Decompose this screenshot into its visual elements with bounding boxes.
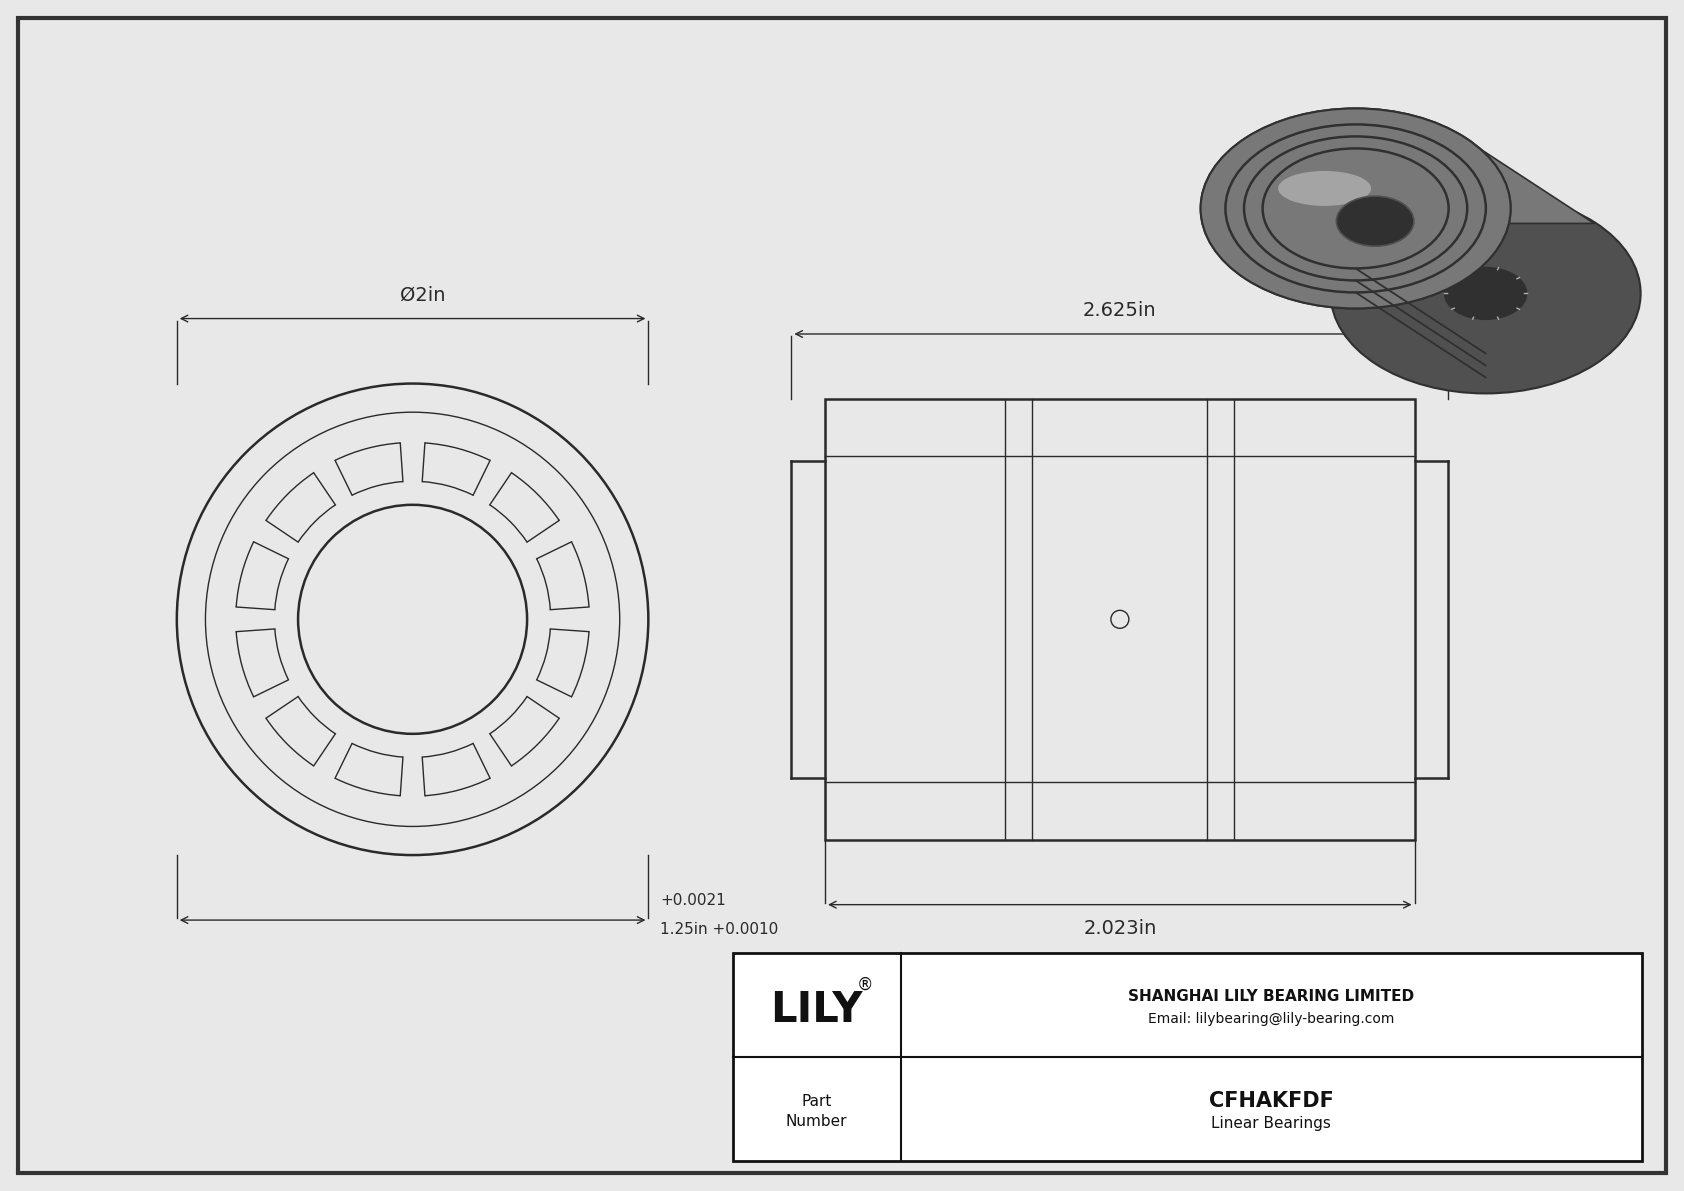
Text: 1.25in +0.0010: 1.25in +0.0010 [660, 922, 778, 937]
Bar [825, 399, 1415, 840]
Ellipse shape [1337, 197, 1415, 247]
Text: 2.023in: 2.023in [1083, 918, 1157, 937]
Ellipse shape [1201, 108, 1511, 308]
Text: Linear Bearings: Linear Bearings [1211, 1116, 1332, 1130]
Text: 2.625in: 2.625in [1083, 301, 1157, 320]
Text: +0.0021: +0.0021 [660, 893, 726, 908]
Text: SHANGHAI LILY BEARING LIMITED: SHANGHAI LILY BEARING LIMITED [1128, 990, 1415, 1004]
Text: CFHAKFDF: CFHAKFDF [1209, 1091, 1334, 1111]
Ellipse shape [1278, 172, 1371, 206]
Ellipse shape [1201, 108, 1511, 308]
Text: Part: Part [802, 1093, 832, 1109]
Ellipse shape [1330, 193, 1640, 393]
Text: Ø2in: Ø2in [399, 286, 445, 305]
Text: Number: Number [786, 1114, 847, 1129]
Polygon shape [1248, 138, 1595, 224]
Text: LILY: LILY [770, 989, 862, 1031]
Text: ®: ® [857, 975, 872, 994]
Bar [733, 953, 1642, 1161]
Ellipse shape [1443, 266, 1529, 320]
Text: Email: lilybearing@lily-bearing.com: Email: lilybearing@lily-bearing.com [1148, 1012, 1394, 1025]
